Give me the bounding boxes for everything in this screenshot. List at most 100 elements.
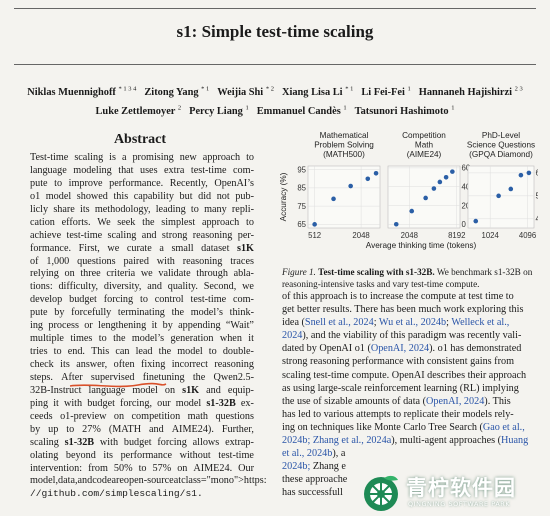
top-rule (14, 8, 536, 9)
abstract-line: Test-time scaling is a promising new approach t… (30, 152, 254, 163)
abstract-line: develop budget forcing to control test-time co… (30, 294, 254, 306)
body-line: dated by OpenAI o1 (OpenAI, 2024). o1 ha… (282, 343, 522, 355)
body-line: ing on techniques like Monte Carlo Tree … (282, 421, 525, 433)
abstract-body: Test-time scaling is a promising new approach t… (30, 152, 267, 501)
abstract-line: steps. After supervised finetuning the Qwen2.… (30, 371, 254, 383)
x-axis-label: Average thinking time (tokens) (366, 241, 477, 250)
abstract-line: achieve test-time scaling and strong reasonin… (30, 229, 254, 241)
data-point (508, 186, 514, 192)
caption-rest: We benchmark s1-32B on reasoning-intensi… (282, 267, 533, 289)
y-tick-label: 60 (536, 169, 539, 178)
body-line: 2024b; Zhang e (282, 461, 346, 473)
y-tick-label: 95 (297, 165, 306, 174)
abstract-heading: Abstract (113, 132, 167, 147)
watermark: 青柠软件园 QINGNING SOFTWARE PARK (360, 472, 542, 516)
abstract-line: olating beyond its performance without test-t… (30, 449, 254, 461)
abstract-line: o1 model showed this capability but did not pub- (30, 190, 254, 202)
author-name: Zitong Yang * 1 (144, 86, 210, 99)
author-name: Tatsunori Hashimoto 1 (354, 104, 455, 117)
panel-title: (AIME24) (407, 150, 442, 159)
abstract-line: by up to 27% (MATH and AIME24). Further, (30, 423, 254, 435)
watermark-subtext: QINGNING SOFTWARE PARK (408, 500, 511, 508)
author-name: Weijia Shi * 2 (217, 86, 274, 99)
figure-1: Mathematical Problem Solving (MATH500) 65 75… (276, 130, 545, 270)
body-line: idea (Snell et al., 2024; Wu et al., 202… (282, 317, 510, 329)
y-tick-label: 60 (462, 164, 471, 173)
abstract-line: licly share its methodology, leading to many re… (30, 203, 254, 215)
y-tick-label: 40 (462, 182, 471, 191)
author-name: Hannaneh Hajishirzi 2 3 (418, 86, 523, 99)
data-point (393, 221, 399, 227)
body-line: et al., 2024b), a (282, 448, 346, 460)
figure-caption: Figure 1. Test-time scaling with s1-32B.… (282, 266, 536, 290)
body-line: has successfull (282, 487, 343, 499)
body-line: these approache (282, 474, 348, 486)
data-point (409, 208, 415, 214)
data-point (473, 218, 479, 224)
panel-title: (GPQA Diamond) (469, 150, 533, 159)
right-column-text: of this approach is to increase the comp… (282, 290, 536, 500)
body-line: the use of sizable amounts of data (Open… (282, 395, 511, 407)
author-name: Percy Liang 1 (189, 104, 249, 117)
body-line: 2024b; Zhang et al., 2024a), multi-agent… (282, 435, 529, 447)
handwritten-underline (69, 382, 167, 388)
data-point (450, 169, 455, 174)
panel-title: Problem Solving (314, 141, 374, 150)
abstract-line: intervention: from 50% to 57% on AIME24. Our (30, 462, 254, 474)
abstract-line: ing process or lengthening it by appending “Wai… (30, 320, 254, 332)
author-name: Emmanuel Candès 1 (256, 104, 347, 117)
body-line: as using large-scale reinforcement learn… (282, 382, 519, 394)
author-name: Luke Zettlemoyer 2 (95, 104, 182, 117)
data-point (373, 170, 379, 176)
author-name: Li Fei-Fei 1 (361, 86, 411, 99)
plot-area (307, 165, 381, 229)
abstract-line: ping it with budget forcing, our model s1-32B ex… (30, 397, 254, 409)
abstract-line: //github.com/simplescaling/s1. (30, 488, 203, 500)
abstract-line: check its answer, often fixing incorrect reaso… (30, 359, 254, 370)
body-line: get better results. There has been much … (282, 304, 524, 316)
panel-title: Science Questions (467, 141, 535, 150)
y-tick-label: 20 (462, 201, 471, 210)
abstract-line: tries to end. This can lead the model to double- (30, 346, 254, 358)
x-tick-label: 8192 (448, 231, 465, 240)
abstract-line: cation efforts. We seek the simplest approach t… (30, 216, 254, 228)
panel-title: Mathematical (320, 131, 369, 140)
abstract-line: formance. First, we curate a small dataset s1K (30, 242, 254, 254)
plot-area (467, 165, 535, 229)
panel-title: Competition (402, 131, 446, 140)
x-tick-label: 2048 (352, 231, 369, 240)
y-tick-label: 40 (536, 215, 539, 224)
x-tick-label: 512 (308, 231, 321, 240)
data-point (431, 186, 437, 191)
data-point (443, 174, 449, 180)
abstract-line: multiple times to the model’s generation when i… (30, 333, 254, 345)
data-point (312, 222, 317, 227)
abstract-line: 32B-Instruct language model on s1K and equip- (30, 384, 254, 396)
data-point (331, 196, 336, 202)
abstract-line: scaling s1-32B with budget forcing allows extr… (30, 436, 254, 448)
abstract-line: relying on three criteria we validate through a… (30, 268, 254, 280)
author-list: Niklas Muennighoff * 1 3 4 Zitong Yang * … (12, 82, 538, 119)
body-line: scaling test-time compute. OpenAI descri… (282, 369, 527, 381)
abstract-line: language modeling that uses extra test-time co… (30, 164, 254, 176)
panel-title: PhD-Level (482, 131, 520, 140)
abstract-line: tions: difficulty, diversity, and quality. Se… (30, 281, 254, 293)
y-tick-label: 65 (297, 220, 306, 229)
data-point (423, 195, 428, 201)
body-line: strong reasoning performance with consis… (282, 356, 514, 368)
panel-title: Math (415, 141, 434, 150)
y-tick-label: 50 (536, 192, 539, 201)
lemon-logo-icon (364, 475, 398, 511)
body-line: has led to various attempts to replicate… (282, 408, 514, 420)
x-tick-label: 2048 (401, 231, 418, 240)
y-tick-label: 85 (297, 184, 306, 193)
data-point (348, 183, 353, 189)
abstract-line: pute to improve performance. Recently, OpenAI… (30, 177, 254, 189)
panel-title: (MATH500) (323, 150, 365, 159)
abstract-line: of 1,000 questions paired with reasoning trace… (30, 255, 254, 267)
data-point (437, 179, 443, 185)
x-tick-label: 4096 (519, 231, 536, 240)
data-point (518, 172, 524, 178)
abstract-line: pute by forcefully terminating the model’s thi… (30, 307, 254, 319)
